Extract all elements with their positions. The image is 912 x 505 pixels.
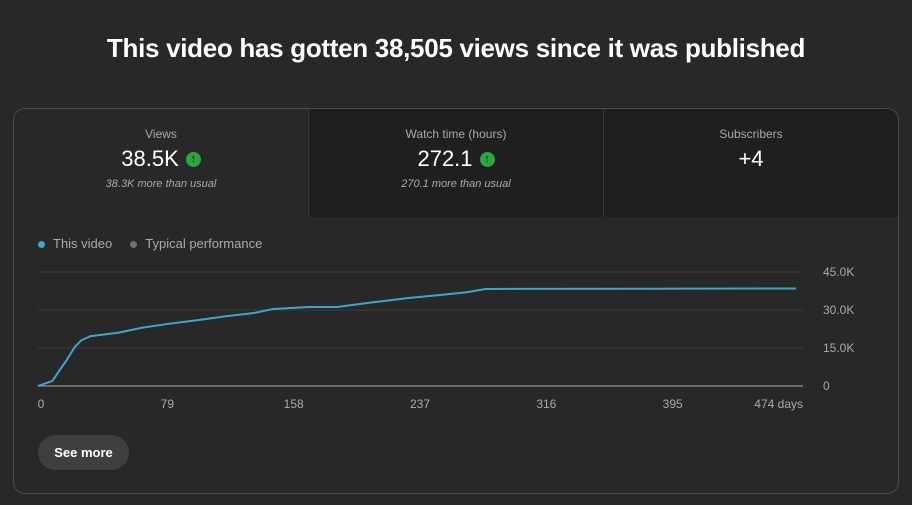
arrow-up-icon: ↑	[185, 151, 201, 167]
x-tick-label: 474 days	[754, 397, 803, 411]
y-tick-label: 15.0K	[823, 341, 854, 355]
page-title: This video has gotten 38,505 views since…	[106, 33, 806, 63]
y-tick-label: 30.0K	[823, 303, 854, 317]
legend-this-video: This video	[38, 236, 112, 251]
series-line	[37, 287, 797, 387]
stat-value: 272.1	[417, 146, 473, 171]
stat-label: Views	[145, 127, 177, 141]
legend-dot-icon	[130, 241, 138, 249]
stat-note: 38.3K more than usual	[105, 178, 217, 190]
see-more-button[interactable]: See more	[38, 435, 129, 470]
x-tick-label: 395	[663, 397, 683, 411]
y-tick-label: 0	[823, 379, 830, 393]
legend-typical: Typical performance	[130, 236, 262, 251]
tab-watch-time[interactable]: Watch time (hours) 272.1 ↑ 270.1 more tha…	[308, 109, 603, 217]
x-tick-label: 237	[410, 397, 430, 411]
x-tick-label: 158	[284, 397, 304, 411]
x-tick-label: 316	[536, 397, 556, 411]
x-tick-label: 0	[38, 397, 45, 411]
chart-legend: This video Typical performance	[38, 236, 262, 251]
y-tick-label: 45.0K	[823, 265, 854, 279]
legend-dot-icon	[38, 241, 45, 249]
x-tick-label: 79	[161, 397, 175, 411]
stat-value: 38.5K	[121, 146, 179, 171]
tab-views[interactable]: Views 38.5K ↑ 38.3K more than usual	[14, 109, 308, 217]
analytics-card: Views 38.5K ↑ 38.3K more than usual Watch…	[13, 108, 899, 494]
stat-label: Watch time (hours)	[405, 127, 507, 141]
arrow-up-icon: ↑	[479, 151, 495, 167]
stat-note: 270.1 more than usual	[401, 178, 511, 190]
stats-tabs: Views 38.5K ↑ 38.3K more than usual Watch…	[14, 109, 898, 217]
stat-label: Subscribers	[719, 127, 783, 141]
stat-value: +4	[738, 146, 764, 171]
tab-subscribers[interactable]: Subscribers +4	[603, 109, 898, 217]
